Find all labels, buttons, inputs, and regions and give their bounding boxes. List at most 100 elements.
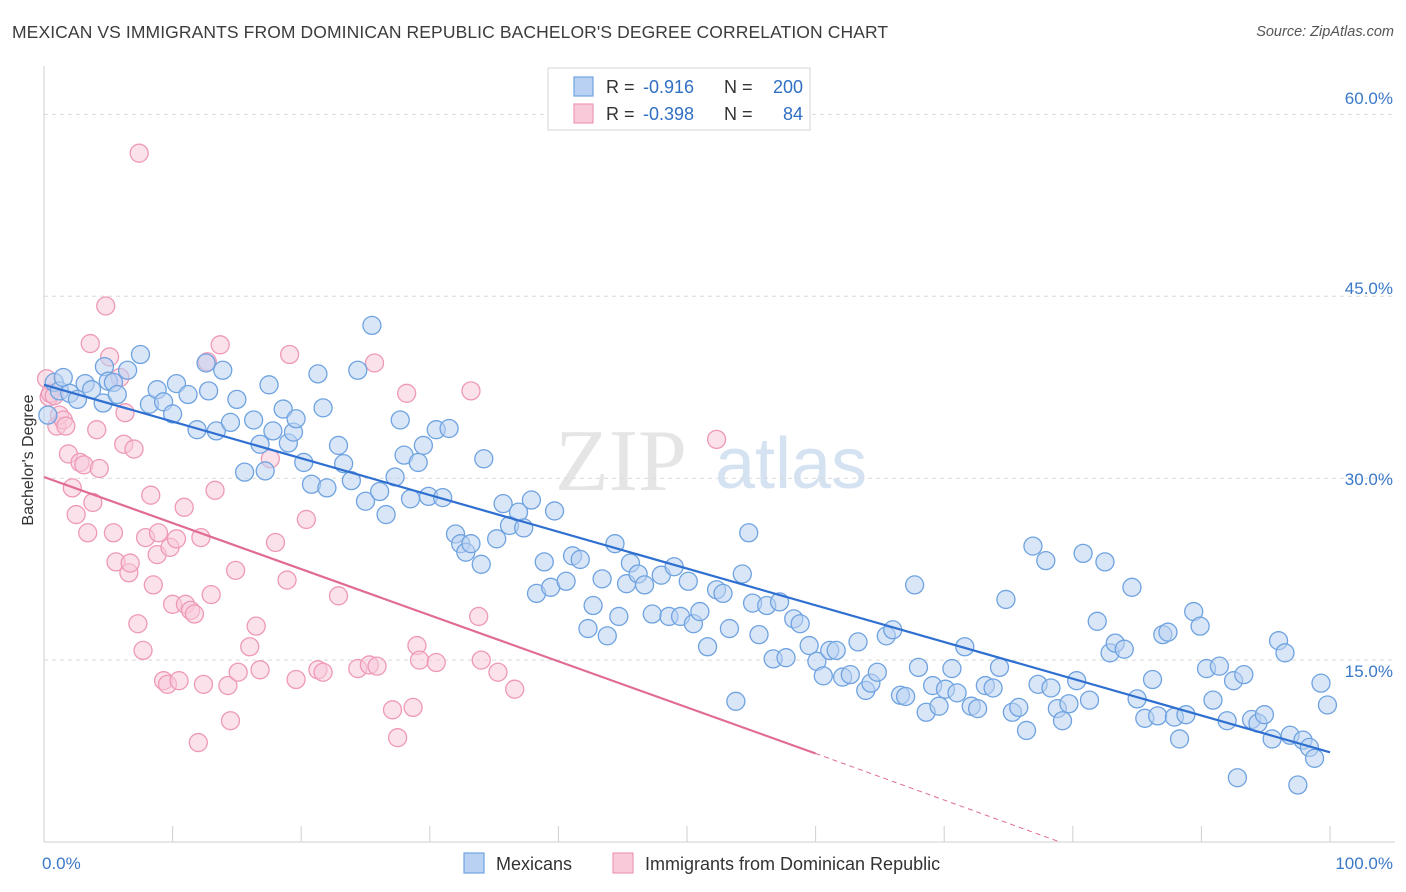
dominican-point xyxy=(471,650,491,670)
mexicans-point xyxy=(1254,705,1275,725)
bottom-legend-label-mexicans: Mexicans xyxy=(496,854,572,874)
mexicans-point xyxy=(1288,775,1308,795)
mexicans-point xyxy=(578,618,598,639)
dominican-point xyxy=(201,584,221,605)
mexicans-point xyxy=(713,583,733,604)
mexicans-point xyxy=(895,686,916,707)
mexicans-point xyxy=(1227,768,1248,788)
legend-r-value-1: -0.916 xyxy=(643,77,694,97)
mexicans-point xyxy=(1023,536,1043,556)
dominican-point xyxy=(191,527,211,548)
mexicans-point xyxy=(726,691,746,711)
mexicans-point xyxy=(390,410,410,430)
correlation-legend: R = -0.916 N = 200 R = -0.398 N = 84 xyxy=(547,67,811,131)
watermark-zip: ZIP xyxy=(555,413,687,510)
dominican-point xyxy=(143,575,163,595)
dominican-point xyxy=(426,652,446,673)
mexicans-point xyxy=(376,504,396,525)
dominican-point xyxy=(129,143,149,163)
dominican-point xyxy=(124,439,144,459)
mexicans-point xyxy=(38,405,58,425)
mexicans-point xyxy=(1190,616,1210,636)
dominican-point xyxy=(66,504,86,525)
mexicans-point xyxy=(967,698,988,719)
mexicans-point xyxy=(1087,611,1107,631)
dominican-point xyxy=(246,616,266,636)
mexicans-point xyxy=(996,589,1016,610)
mexicans-point xyxy=(93,393,113,413)
mexicans-point xyxy=(273,399,293,419)
dominican-point xyxy=(220,711,241,731)
dominican-point xyxy=(87,420,107,440)
y-tick-15: 15.0% xyxy=(1345,662,1393,681)
legend-r-value-2: -0.398 xyxy=(643,104,694,124)
mexicans-point xyxy=(840,664,860,685)
mexicans-point xyxy=(1158,622,1178,642)
dominican-trend-line xyxy=(43,475,816,755)
y-tick-30: 30.0% xyxy=(1345,470,1393,489)
mexicans-point xyxy=(1262,729,1282,749)
dominican-point xyxy=(133,640,153,661)
x-tick-0: 0.0% xyxy=(42,854,81,873)
mexicans-point xyxy=(461,534,481,554)
mexicans-point xyxy=(196,353,216,373)
legend-r-label-2: R = xyxy=(606,104,635,124)
mexicans-point xyxy=(1016,720,1037,741)
legend-n-label-1: N = xyxy=(724,77,753,97)
dominican-point xyxy=(461,381,481,401)
mexicans-point xyxy=(826,640,846,661)
mexicans-point xyxy=(408,452,428,473)
mexicans-point xyxy=(848,632,868,652)
mexicans-point xyxy=(400,489,421,509)
mexicans-point xyxy=(867,662,887,682)
dominican-point xyxy=(313,662,333,682)
dominican-point xyxy=(409,650,430,670)
dominican-point xyxy=(488,662,508,682)
mexicans-point xyxy=(942,658,962,679)
dominican-point xyxy=(265,532,286,553)
mexicans-point xyxy=(570,549,590,570)
dominican-point xyxy=(184,604,205,624)
dominican-point xyxy=(210,335,230,355)
mexicans-point xyxy=(1234,664,1254,685)
mexicans-point xyxy=(1009,697,1029,718)
mexicans-point xyxy=(521,490,542,510)
mexicans-point xyxy=(178,384,198,405)
mexicans-point xyxy=(1275,643,1295,663)
mexicans-point xyxy=(799,635,819,656)
dominican-point xyxy=(80,333,100,354)
mexicans-point xyxy=(493,494,513,514)
mexicans-point xyxy=(243,410,264,430)
mexicans-point xyxy=(263,421,283,441)
mexicans-point xyxy=(130,344,151,365)
mexicans-point xyxy=(117,360,138,380)
mexicans-point xyxy=(609,606,629,627)
mexicans-point xyxy=(908,657,929,678)
dominican-point xyxy=(277,570,297,590)
dominican-point xyxy=(296,509,316,530)
dominican-point xyxy=(56,416,76,436)
dominican-point xyxy=(240,637,260,657)
mexicans-point xyxy=(213,360,233,380)
dominican-point xyxy=(103,523,124,543)
dominican-point xyxy=(128,614,148,634)
mexicans-point xyxy=(732,564,752,584)
dominican-point xyxy=(174,497,194,517)
mexicans-point xyxy=(234,462,255,482)
watermark-atlas: atlas xyxy=(715,424,867,504)
legend-n-value-2: 84 xyxy=(783,104,803,124)
dominican-point xyxy=(225,560,246,581)
series-legend: Mexicans Immigrants from Dominican Repub… xyxy=(463,852,940,874)
mexicans-point xyxy=(1203,690,1223,710)
dominican-point xyxy=(228,662,248,682)
mexicans-point xyxy=(487,529,507,549)
mexicans-point xyxy=(690,601,710,622)
mexicans-point xyxy=(583,595,603,616)
mexicans-point xyxy=(697,637,718,657)
mexicans-point xyxy=(1073,543,1093,564)
mexicans-point xyxy=(1148,706,1168,726)
dominican-trend-extension xyxy=(815,753,1061,843)
dominican-point xyxy=(397,383,417,403)
mexicans-point xyxy=(1209,656,1230,676)
